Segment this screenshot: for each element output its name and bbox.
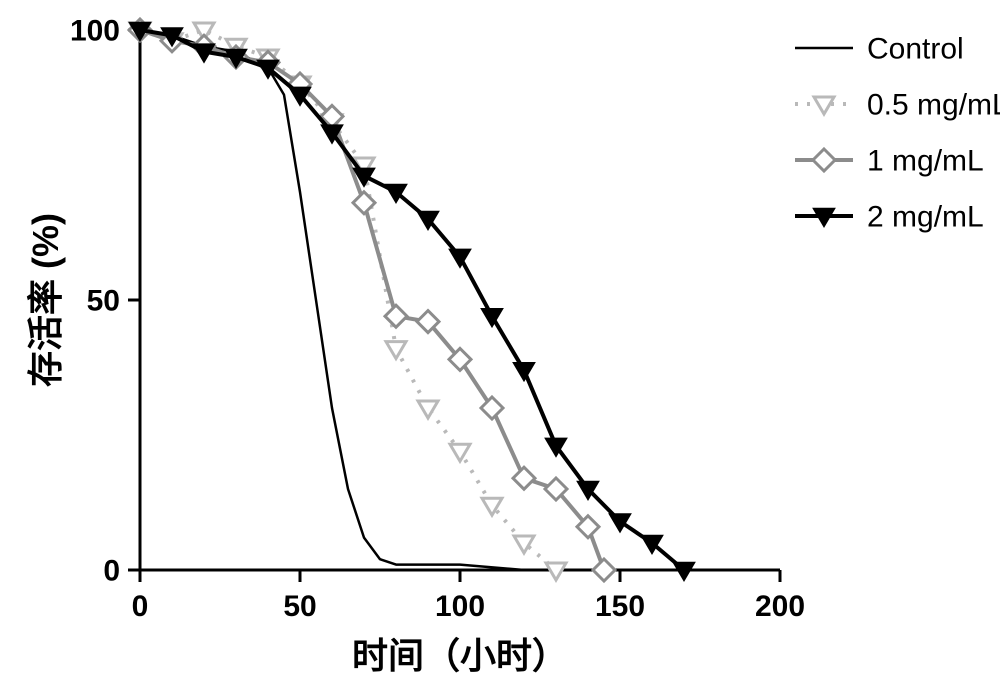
svg-text:0.5 mg/mL: 0.5 mg/mL xyxy=(867,89,1000,122)
survival-chart: 0 50 100 150 200 0 50 100 时间（小时） 存活率 (%) Control 0.… xyxy=(0,0,1000,691)
svg-text:2 mg/mL: 2 mg/mL xyxy=(867,201,984,234)
svg-text:100: 100 xyxy=(70,15,120,48)
svg-text:200: 200 xyxy=(755,590,805,623)
svg-text:Control: Control xyxy=(867,33,964,66)
svg-text:0: 0 xyxy=(103,555,120,588)
svg-text:0: 0 xyxy=(132,590,149,623)
svg-text:50: 50 xyxy=(283,590,316,623)
svg-text:时间（小时）: 时间（小时） xyxy=(352,635,568,676)
svg-text:50: 50 xyxy=(87,285,120,318)
svg-text:150: 150 xyxy=(595,590,645,623)
svg-text:存活率 (%): 存活率 (%) xyxy=(25,213,66,387)
svg-text:100: 100 xyxy=(435,590,485,623)
svg-text:1 mg/mL: 1 mg/mL xyxy=(867,145,984,178)
